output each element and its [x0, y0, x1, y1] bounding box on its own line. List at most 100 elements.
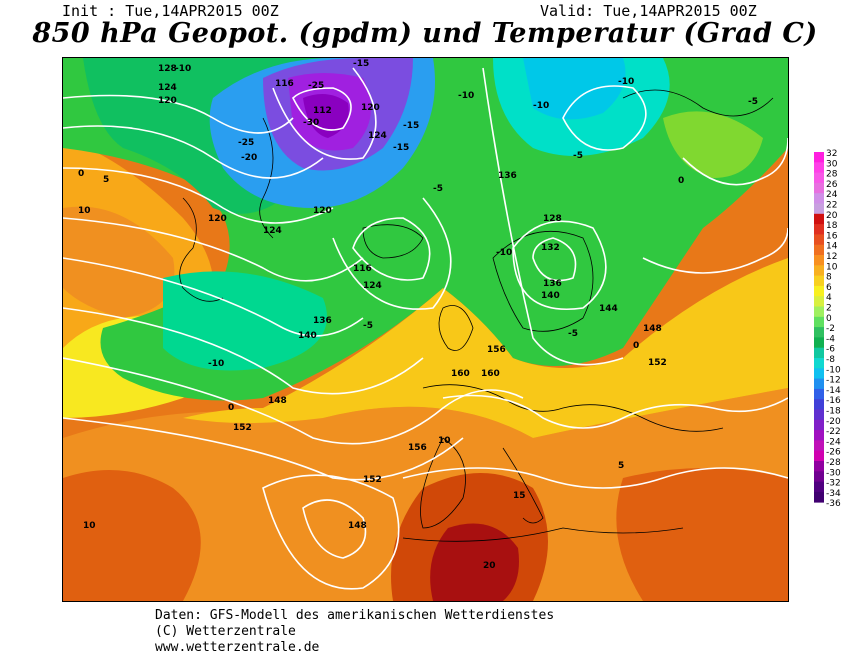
- scale-tick-label: 8: [826, 273, 832, 283]
- scale-tick-label: 14: [826, 242, 838, 252]
- gp-label: 148: [643, 324, 662, 334]
- contour-h: [63, 417, 464, 481]
- scale-tick-label: 10: [826, 262, 838, 272]
- scale-ticks: 32302826242220181614121086420-2-4-6-8-10…: [826, 149, 841, 509]
- temp-label: 0: [78, 169, 84, 179]
- gp-label: 124: [368, 131, 387, 141]
- italy-coast: [502, 447, 544, 524]
- geopotential-contours: [63, 67, 788, 590]
- temperature-color-scale: 32302826242220181614121086420-2-4-6-8-10…: [814, 149, 841, 509]
- temp-label: -5: [748, 97, 758, 107]
- scale-tick-label: 26: [826, 180, 838, 190]
- temp-label: -5: [573, 151, 583, 161]
- temp-label: -10: [458, 91, 474, 101]
- scale-color-bin: [814, 234, 824, 246]
- scale-tick-label: -24: [826, 437, 841, 447]
- init-time: Init : Tue,14APR2015 00Z: [62, 2, 279, 20]
- temp-label: -20: [241, 153, 257, 163]
- temp-region-minus10: [523, 58, 626, 120]
- scale-color-bin: [814, 244, 824, 256]
- low-iberia-2: [262, 474, 400, 590]
- gp-label: 120: [158, 96, 177, 106]
- temp-label: -10: [618, 77, 634, 87]
- gp-label: 136: [313, 316, 332, 326]
- scale-bars: [814, 152, 824, 503]
- gp-label: 128: [543, 214, 562, 224]
- contour-a: [63, 94, 294, 134]
- canada-coast: [259, 117, 274, 239]
- scale-color-bin: [814, 213, 824, 225]
- gp-label: 148: [268, 396, 287, 406]
- temp-label: -25: [238, 138, 254, 148]
- low-arctic: [562, 85, 647, 151]
- temp-label: -10: [175, 64, 191, 74]
- temp-label: -5: [363, 321, 373, 331]
- svalbard-coast: [622, 89, 774, 117]
- scale-color-bin: [814, 358, 824, 369]
- scale-color-bin: [814, 152, 824, 163]
- contour-k: [682, 137, 788, 186]
- gp-label: 140: [541, 291, 560, 301]
- scale-color-bin: [814, 182, 824, 194]
- europe-coast: [422, 384, 724, 432]
- scandinavia-coast: [492, 230, 594, 332]
- scale-tick-label: -14: [826, 386, 841, 396]
- temp-label: 10: [438, 436, 451, 446]
- contour-g: [63, 357, 524, 445]
- scale-color-bin: [814, 430, 824, 441]
- greenland-coast: [179, 197, 224, 302]
- footer-website[interactable]: www.wetterzentrale.de: [155, 640, 320, 655]
- scale-color-bin: [814, 255, 824, 266]
- gp-label: 136: [498, 171, 517, 181]
- scale-color-bin: [814, 368, 824, 379]
- scale-tick-label: 16: [826, 231, 838, 241]
- scale-tick-label: 6: [826, 283, 832, 293]
- scale-tick-label: -18: [826, 407, 841, 417]
- scale-color-bin: [814, 471, 824, 482]
- scale-color-bin: [814, 378, 824, 390]
- scale-tick-label: 20: [826, 211, 838, 221]
- scale-color-bin: [814, 193, 824, 204]
- scale-color-bin: [814, 285, 824, 297]
- scale-color-bin: [814, 296, 824, 307]
- gp-label: 152: [363, 475, 382, 485]
- geopotential-labels: 128 124 120 116 112 120 124 136 128 132 …: [158, 64, 667, 531]
- temp-label: -15: [403, 121, 419, 131]
- scale-tick-label: 12: [826, 252, 837, 262]
- british-isles-coast: [438, 305, 474, 351]
- map-title: 850 hPa Geopot. (gpdm) und Temperatur (G…: [32, 18, 818, 49]
- scale-tick-label: 32: [826, 149, 837, 159]
- temperature-labels: -10 -15 -25 -30 -25 -20 -15 -10 -5 0 5 1…: [78, 59, 758, 571]
- gp-label: 144: [599, 304, 618, 314]
- scale-color-bin: [814, 224, 824, 235]
- temp-label: 5: [618, 461, 624, 471]
- low-iberia: [302, 499, 367, 559]
- scale-tick-label: -4: [826, 334, 835, 344]
- low-iceland-1: [352, 217, 431, 281]
- temp-label: -30: [303, 118, 319, 128]
- temp-label: -5: [568, 329, 578, 339]
- scale-tick-label: -26: [826, 448, 841, 458]
- scale-tick-label: 2: [826, 304, 832, 314]
- gp-label: 160: [451, 369, 470, 379]
- scale-tick-label: -34: [826, 489, 841, 499]
- gp-label: 156: [408, 443, 427, 453]
- coastlines: [179, 89, 774, 542]
- scale-tick-label: -36: [826, 499, 841, 509]
- temp-region-14-w: [63, 470, 201, 601]
- scale-tick-label: -22: [826, 427, 841, 437]
- low-core-1: [292, 87, 352, 131]
- scale-tick-label: -12: [826, 376, 841, 386]
- gp-label: 120: [208, 214, 227, 224]
- temperature-field: 128 124 120 116 112 120 124 136 128 132 …: [63, 58, 788, 601]
- iceland-coast: [362, 224, 424, 259]
- scale-color-bin: [814, 327, 824, 338]
- scale-color-bin: [814, 275, 824, 287]
- scale-tick-label: -28: [826, 458, 841, 468]
- scale-tick-label: 18: [826, 221, 838, 231]
- scale-color-bin: [814, 419, 824, 431]
- scale-color-bin: [814, 162, 824, 173]
- gp-label: 148: [348, 521, 367, 531]
- scale-color-bin: [814, 306, 824, 318]
- temp-label: 10: [83, 521, 96, 531]
